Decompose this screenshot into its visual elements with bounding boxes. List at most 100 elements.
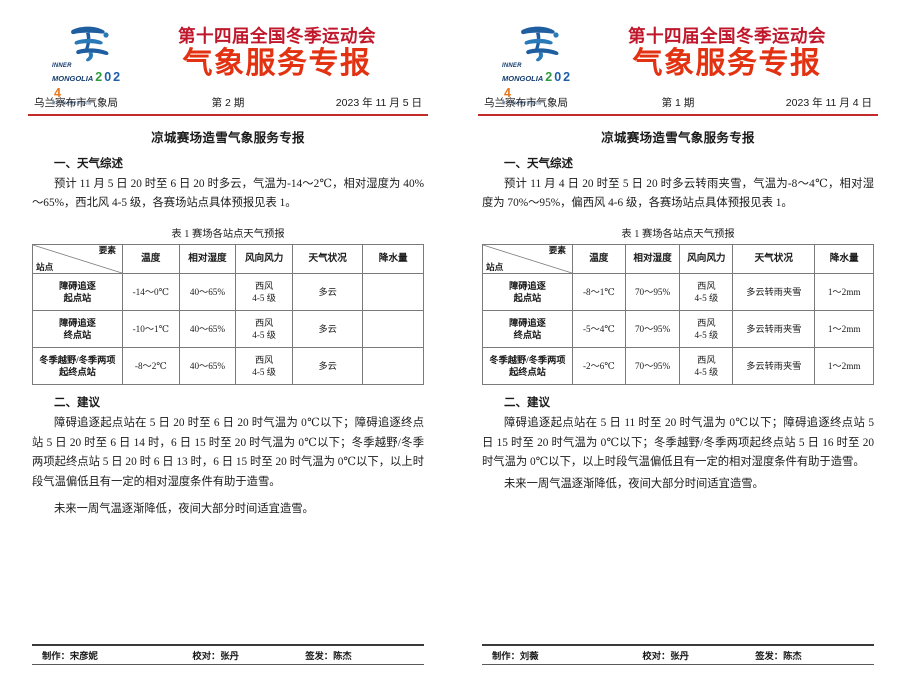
col-header-temperature: 温度 <box>121 244 180 275</box>
issuing-bureau: 乌兰察布市气象局 <box>484 97 568 109</box>
weather-overview-paragraph: 预计 11 月 4 日 20 时至 5 日 20 时多云转雨夹雪，气温为-8～4… <box>482 177 874 210</box>
table-caption: 表 1 赛场各站点天气预报 <box>621 229 735 241</box>
logo-year-d2: 0 <box>104 70 112 84</box>
footer-rule-bottom <box>32 663 424 665</box>
station-line2: 终点站 <box>63 330 92 341</box>
advice-paragraph-1: 障碍追逐起点站在 5 日 20 时至 6 日 20 时气温为 0℃以下；障碍追逐… <box>32 417 424 488</box>
corner-station-label: 站点 <box>486 261 504 272</box>
cell-humidity: 40～65% <box>178 347 237 386</box>
forecast-table: 要素 站点 温度 相对湿度 风向风力 天气状况 降水量 障碍追逐 <box>482 244 874 386</box>
station-line1: 障碍追逐 <box>59 281 96 292</box>
corner-element-label: 要素 <box>98 245 116 256</box>
masthead-line1: 第十四届全国冬季运动会 <box>178 25 376 46</box>
logo-mongolia-text: MONGOLIA <box>502 74 544 83</box>
masthead-titles: 第十四届全国冬季运动会 气象服务专报 <box>130 25 428 82</box>
logo-year-d1: 2 <box>545 70 553 84</box>
wind-force: 4-5 级 <box>252 293 276 304</box>
cell-temperature: -5～4℃ <box>571 310 626 349</box>
table-corner-cell: 要素 站点 <box>32 244 123 275</box>
corner-station-label: 站点 <box>36 261 54 272</box>
table-header-row: 要素 站点 温度 相对湿度 风向风力 天气状况 降水量 <box>32 244 424 275</box>
footer-issuer: 签发：陈杰 <box>305 651 352 662</box>
station-line2: 起终点站 <box>59 367 96 378</box>
cell-station: 冬季越野/冬季两项 起终点站 <box>482 347 573 386</box>
cell-humidity: 40～65% <box>178 310 237 349</box>
masthead-line2: 气象服务专报 <box>632 46 822 80</box>
logo-year-d3: 2 <box>563 70 571 84</box>
cell-precipitation: 1～2mm <box>814 310 874 349</box>
cell-wind: 西风 4-5 级 <box>679 310 734 349</box>
logo-subtitle: 第十四届全国冬季运动会 <box>52 101 92 105</box>
footer-rule-top <box>482 644 874 646</box>
snow-calligraphy-mark-icon <box>62 21 118 65</box>
station-line2: 起点站 <box>513 293 542 304</box>
table-row: 冬季越野/冬季两项 起终点站 -2～6℃ 70～95% 西风 4-5 级 多云转… <box>482 347 874 386</box>
cell-station: 障碍追逐 起点站 <box>32 273 123 312</box>
snow-calligraphy-mark-icon <box>512 21 568 65</box>
bulletin-document-left: INNER MONGOLIA 2 0 24 第十四届全国冬季运动会 第十四届全国冬季运… <box>28 14 428 665</box>
games-logo: INNER MONGOLIA 2 0 24 第十四届全国冬季运动会 <box>50 21 124 105</box>
masthead: INNER MONGOLIA 2 0 24 第十四届全国冬季运动会 第十四届全国冬季运… <box>28 14 428 105</box>
table-header-row: 要素 站点 温度 相对湿度 风向风力 天气状况 降水量 <box>482 244 874 275</box>
cell-precipitation <box>362 347 424 386</box>
col-header-humidity: 相对湿度 <box>178 244 237 275</box>
logo-year-d1: 2 <box>95 70 103 84</box>
cell-weather: 多云 <box>291 310 364 349</box>
logo-year-d2: 0 <box>554 70 562 84</box>
wind-force: 4-5 级 <box>252 367 276 378</box>
document-footer: 制作：宋彦妮 校对：张丹 签发：陈杰 <box>28 644 428 665</box>
weather-overview-paragraph: 预计 11 月 5 日 20 时至 6 日 20 时多云，气温为-14～2℃，相… <box>32 177 424 210</box>
footer-credits: 制作：刘薇 校对：张丹 签发：陈杰 <box>482 646 874 664</box>
document-body: 凉城赛场造雪气象服务专报 一、天气综述 预计 11 月 4 日 20 时至 5 … <box>478 116 878 645</box>
col-header-precipitation: 降水量 <box>814 244 874 275</box>
wind-force: 4-5 级 <box>694 367 719 378</box>
issue-date: 2023 年 11 月 5 日 <box>335 97 422 109</box>
page-title: 凉城赛场造雪气象服务专报 <box>151 130 305 145</box>
col-header-wind: 风向风力 <box>679 244 734 275</box>
col-header-humidity: 相对湿度 <box>624 244 681 275</box>
table-caption: 表 1 赛场各站点天气预报 <box>171 229 285 241</box>
cell-temperature: -2～6℃ <box>571 347 626 386</box>
section-heading-weather: 一、天气综述 <box>504 157 573 170</box>
document-body: 凉城赛场造雪气象服务专报 一、天气综述 预计 11 月 5 日 20 时至 6 … <box>28 116 428 645</box>
games-logo: INNER MONGOLIA 2 0 24 第十四届全国冬季运动会 <box>500 21 574 105</box>
logo-year-d3: 2 <box>113 70 121 84</box>
issuing-bureau: 乌兰察布市气象局 <box>34 97 118 109</box>
cell-humidity: 70～95% <box>624 273 681 312</box>
logo-subtitle: 第十四届全国冬季运动会 <box>502 101 542 105</box>
issue-bar: 乌兰察布市气象局 第 2 期 2023 年 11 月 5 日 <box>28 94 428 112</box>
cell-temperature: -14～0℃ <box>121 273 180 312</box>
cell-weather: 多云转雨夹雪 <box>732 273 816 312</box>
wind-force: 4-5 级 <box>252 330 276 341</box>
masthead-red-rule <box>478 114 878 116</box>
bulletin-document-right: INNER MONGOLIA 2 0 24 第十四届全国冬季运动会 第十四届全国冬季运… <box>450 0 900 675</box>
cell-humidity: 70～95% <box>624 347 681 386</box>
cell-weather: 多云 <box>291 273 364 312</box>
table-corner-cell: 要素 站点 <box>482 244 573 275</box>
masthead-line2: 气象服务专报 <box>182 46 372 80</box>
wind-direction: 西风 <box>254 281 274 292</box>
wind-direction: 西风 <box>697 355 716 366</box>
issue-bar: 乌兰察布市气象局 第 1 期 2023 年 11 月 4 日 <box>478 94 878 112</box>
wind-direction: 西风 <box>254 318 274 329</box>
col-header-weather: 天气状况 <box>732 244 816 275</box>
cell-temperature: -10～1℃ <box>121 310 180 349</box>
page-title: 凉城赛场造雪气象服务专报 <box>601 130 755 145</box>
masthead: INNER MONGOLIA 2 0 24 第十四届全国冬季运动会 第十四届全国冬季运… <box>478 14 878 105</box>
cell-station: 障碍追逐 起点站 <box>482 273 573 312</box>
footer-proofreader: 校对：张丹 <box>192 651 239 662</box>
cell-temperature: -8～2℃ <box>121 347 180 386</box>
table-row: 冬季越野/冬季两项 起终点站 -8～2℃ 40～65% 西风 4-5 级 多云 <box>32 347 424 386</box>
wind-force: 4-5 级 <box>694 330 719 341</box>
footer-issuer: 签发：陈杰 <box>755 651 802 662</box>
logo-wordmark: INNER MONGOLIA 2 0 24 第十四届全国冬季运动会 <box>502 63 574 105</box>
issue-date: 2023 年 11 月 4 日 <box>785 97 872 109</box>
advice-paragraph-2: 未来一周气温逐渐降低，夜间大部分时间适宜造雪。 <box>54 503 314 516</box>
wind-direction: 西风 <box>254 355 274 366</box>
cell-wind: 西风 4-5 级 <box>679 273 734 312</box>
masthead-red-rule <box>28 114 428 116</box>
cell-precipitation <box>362 310 424 349</box>
logo-inner-text: INNER <box>502 63 522 69</box>
cell-station: 障碍追逐 终点站 <box>482 310 573 349</box>
